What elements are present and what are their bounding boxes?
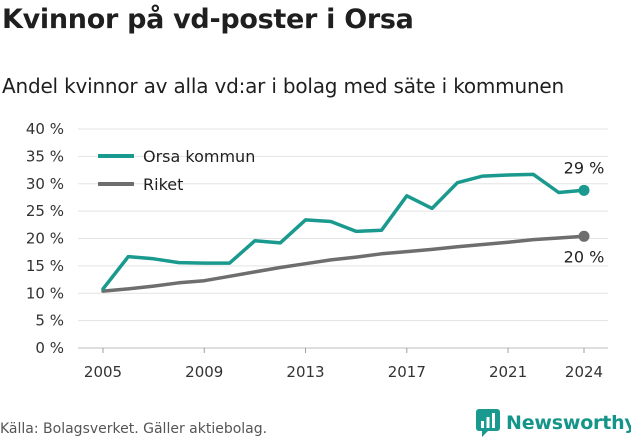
x-tick-label: 2013 [286, 363, 324, 381]
y-tick-label: 40 % [26, 120, 64, 138]
legend-label-orsa: Orsa kommun [143, 147, 255, 166]
brand-name: Newsworthy [506, 412, 631, 434]
y-tick-label: 35 % [26, 147, 64, 165]
end-point-orsa [578, 184, 590, 196]
series-line-orsa [101, 172, 586, 291]
legend-label-riket: Riket [143, 175, 183, 194]
y-tick-label: 0 % [35, 339, 64, 357]
y-tick-label: 30 % [26, 175, 64, 193]
series-layer [101, 172, 590, 293]
x-tick-label: 2017 [388, 363, 426, 381]
chart-subtitle: Andel kvinnor av alla vd:ar i bolag med … [2, 74, 564, 98]
end-point-riket [578, 230, 590, 242]
x-tick-label: 2024 [565, 363, 603, 381]
chart-title: Kvinnor på vd-poster i Orsa [2, 4, 414, 35]
end-label-riket: 20 % [564, 247, 605, 266]
source-note: Källa: Bolagsverket. Gäller aktiebolag. [0, 421, 268, 437]
y-tick-label: 25 % [26, 202, 64, 220]
series-line-riket [101, 234, 586, 293]
legend: Orsa kommun Riket [98, 147, 255, 194]
bar-chart-icon [476, 409, 500, 437]
y-tick-label: 10 % [26, 284, 64, 302]
brand-logo: Newsworthy [476, 409, 631, 437]
y-tick-label: 15 % [26, 257, 64, 275]
end-labels: 29 % 20 % [564, 158, 605, 266]
axis-layer: 0 % 5 % 10 % 15 % 20 % 25 % 30 % 35 % 40 % 2005 20… [26, 120, 603, 381]
x-tick-label: 2021 [489, 363, 527, 381]
y-tick-label: 5 % [35, 312, 64, 330]
grid-layer [78, 128, 608, 349]
end-label-orsa: 29 % [564, 158, 605, 177]
y-tick-label: 20 % [26, 230, 64, 248]
x-tick-label: 2009 [185, 363, 223, 381]
x-tick-label: 2005 [84, 363, 122, 381]
